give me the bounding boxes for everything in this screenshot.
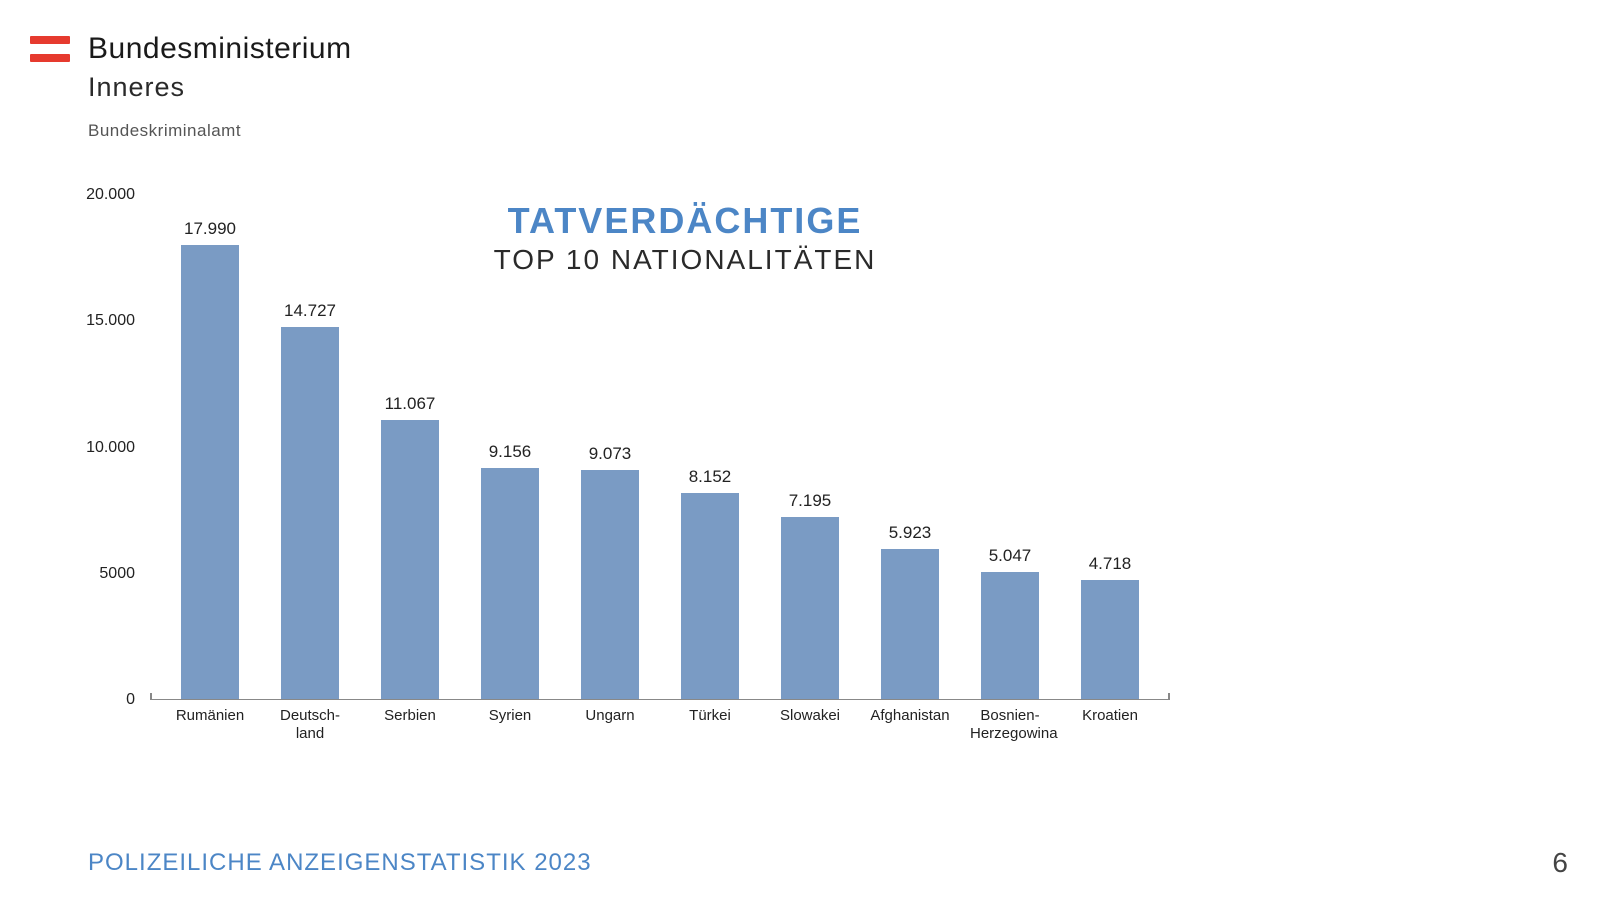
x-axis-label: Slowakei [770,707,850,743]
y-tick-label: 5000 [99,565,135,583]
flag-bar-bottom [30,54,70,62]
header: Bundesministerium Inneres Bundeskriminal… [30,32,352,141]
bar-item: 17.990 [170,219,250,699]
bar-item: 5.047 [970,546,1050,699]
page-number: 6 [1552,847,1568,879]
x-axis-label: Syrien [470,707,550,743]
x-axis-label: Rumänien [170,707,250,743]
header-text: Bundesministerium Inneres Bundeskriminal… [88,32,352,141]
footer-text: POLIZEILICHE ANZEIGENSTATISTIK 2023 [88,849,592,877]
bar-value-label: 17.990 [184,219,236,239]
austria-flag-icon [30,32,70,62]
x-axis-labels: Rumänien Deutsch-land Serbien Syrien Ungarn T… [150,707,1170,743]
bar-rect [181,245,239,699]
bar-item: 4.718 [1070,554,1150,699]
bar-rect [281,327,339,699]
bar-value-label: 9.073 [589,444,632,464]
x-axis-label: Bosnien-Herzegowina [970,707,1050,743]
x-axis-label: Serbien [370,707,450,743]
bar-rect [581,470,639,699]
bar-item: 9.156 [470,442,550,699]
bar-rect [681,493,739,699]
plot-area: 17.990 14.727 11.067 9.156 9.073 8.152 7.195 5.… [150,195,1170,700]
x-axis-label: Deutsch-land [270,707,350,743]
y-tick-label: 10.000 [86,439,135,457]
bar-item: 7.195 [770,491,850,699]
bar-item: 8.152 [670,467,750,699]
bar-value-label: 5.047 [989,546,1032,566]
bar-value-label: 5.923 [889,523,932,543]
slide: Bundesministerium Inneres Bundeskriminal… [0,0,1616,909]
bar-value-label: 11.067 [385,394,436,414]
y-axis: 0500010.00015.00020.000 [70,195,145,700]
x-axis-label: Afghanistan [870,707,950,743]
ministry-name: Bundesministerium [88,32,352,66]
y-tick-label: 0 [126,691,135,709]
x-axis-label: Kroatien [1070,707,1150,743]
bar-value-label: 4.718 [1089,554,1132,574]
x-axis-label: Ungarn [570,707,650,743]
bar-chart: 0500010.00015.00020.000 17.99014.72711.0… [70,195,1180,765]
x-axis-label: Türkei [670,707,750,743]
bar-rect [781,517,839,699]
bar-value-label: 7.195 [789,491,832,511]
y-tick-label: 15.000 [86,312,135,330]
flag-bar-top [30,36,70,44]
bar-rect [481,468,539,699]
bar-rect [1081,580,1139,699]
bar-item: 5.923 [870,523,950,699]
bar-value-label: 14.727 [284,301,336,321]
bar-value-label: 8.152 [689,467,732,487]
bar-rect [881,549,939,699]
bar-item: 11.067 [370,394,450,699]
y-tick-label: 20.000 [86,186,135,204]
bar-value-label: 9.156 [489,442,532,462]
agency-name: Bundeskriminalamt [88,121,352,141]
bar-rect [981,572,1039,699]
bar-item: 14.727 [270,301,350,699]
bar-rect [381,420,439,699]
bars-container: 17.990 14.727 11.067 9.156 9.073 8.152 7.195 5.… [150,195,1170,699]
department-name: Inneres [88,72,352,103]
bar-item: 9.073 [570,444,650,699]
